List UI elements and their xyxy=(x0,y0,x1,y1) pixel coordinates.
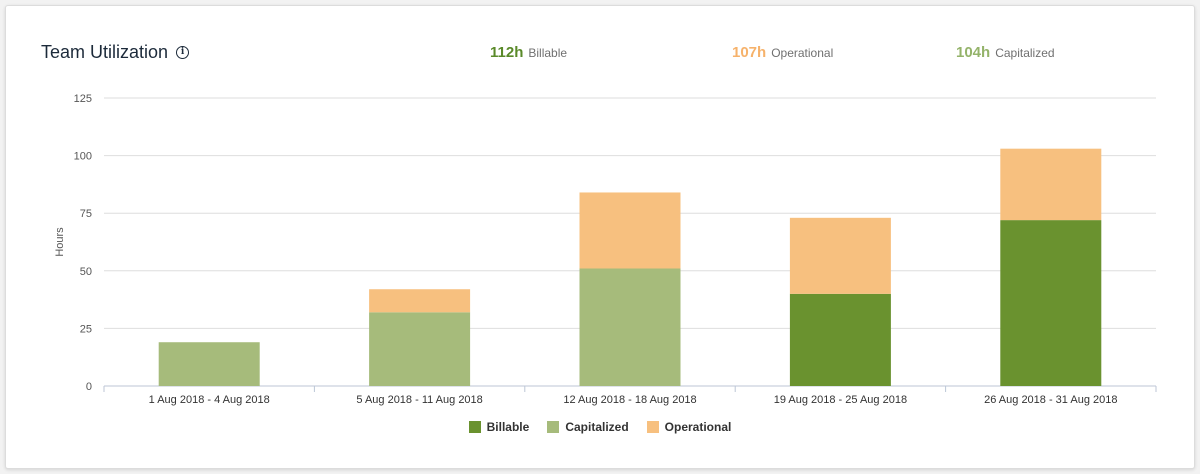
legend-label-capitalized: Capitalized xyxy=(565,420,629,434)
bar-capitalized xyxy=(158,342,260,386)
chart-legend: Billable Capitalized Operational xyxy=(6,420,1194,434)
bar-capitalized xyxy=(369,312,471,386)
bar-operational xyxy=(579,192,681,269)
stat-capitalized-value: 104h xyxy=(956,44,991,61)
y-tick-label: 0 xyxy=(86,381,92,393)
y-tick-label: 75 xyxy=(80,208,92,220)
legend-swatch-operational xyxy=(646,421,659,433)
stat-operational-value: 107h xyxy=(732,44,767,61)
y-axis-title: Hours xyxy=(54,227,66,257)
stat-billable-label: Billable xyxy=(528,46,568,60)
stat-capitalized-label: Capitalized xyxy=(995,46,1055,60)
legend-item-operational[interactable]: Operational xyxy=(646,420,732,434)
legend-label-billable: Billable xyxy=(486,420,530,434)
chart-title-row: Team Utilization i xyxy=(41,42,190,63)
stat-operational: 107h Operational xyxy=(732,44,833,61)
stacked-bar-chart: 0 25 50 75 100 125 Hours 1 Aug 2018 - 4 Aug 201… xyxy=(54,93,1157,406)
bar-operational xyxy=(789,217,891,294)
stat-billable-value: 112h xyxy=(490,44,524,61)
legend-swatch-billable xyxy=(468,421,481,433)
y-tick-label: 100 xyxy=(74,151,92,163)
y-tick-label: 125 xyxy=(74,93,92,105)
legend-swatch-capitalized xyxy=(547,421,560,433)
y-tick-label: 50 xyxy=(80,266,92,278)
bar-operational xyxy=(369,289,471,313)
bar-capitalized xyxy=(579,268,681,386)
x-tick-label: 12 Aug 2018 - 18 Aug 2018 xyxy=(563,394,696,406)
bar-operational xyxy=(1000,148,1102,221)
x-tick-label: 19 Aug 2018 - 25 Aug 2018 xyxy=(774,394,907,406)
bar-billable xyxy=(789,293,891,386)
legend-item-capitalized[interactable]: Capitalized xyxy=(547,420,629,434)
legend-label-operational: Operational xyxy=(664,420,732,434)
x-tick-label: 26 Aug 2018 - 31 Aug 2018 xyxy=(984,394,1117,406)
stat-operational-label: Operational xyxy=(771,46,834,60)
x-tick-label: 1 Aug 2018 - 4 Aug 2018 xyxy=(149,394,270,406)
legend-item-billable[interactable]: Billable xyxy=(468,420,530,434)
bar-billable xyxy=(1000,220,1102,386)
chart-title: Team Utilization xyxy=(41,42,169,62)
y-tick-label: 25 xyxy=(80,323,92,335)
stat-billable: 112h Billable xyxy=(490,44,567,61)
stat-capitalized: 104h Capitalized xyxy=(956,44,1055,61)
x-tick-label: 5 Aug 2018 - 11 Aug 2018 xyxy=(356,394,482,406)
info-circle-icon[interactable]: i xyxy=(176,46,190,59)
team-utilization-card: Team Utilization i 112h Billable 107h Op… xyxy=(5,5,1195,469)
